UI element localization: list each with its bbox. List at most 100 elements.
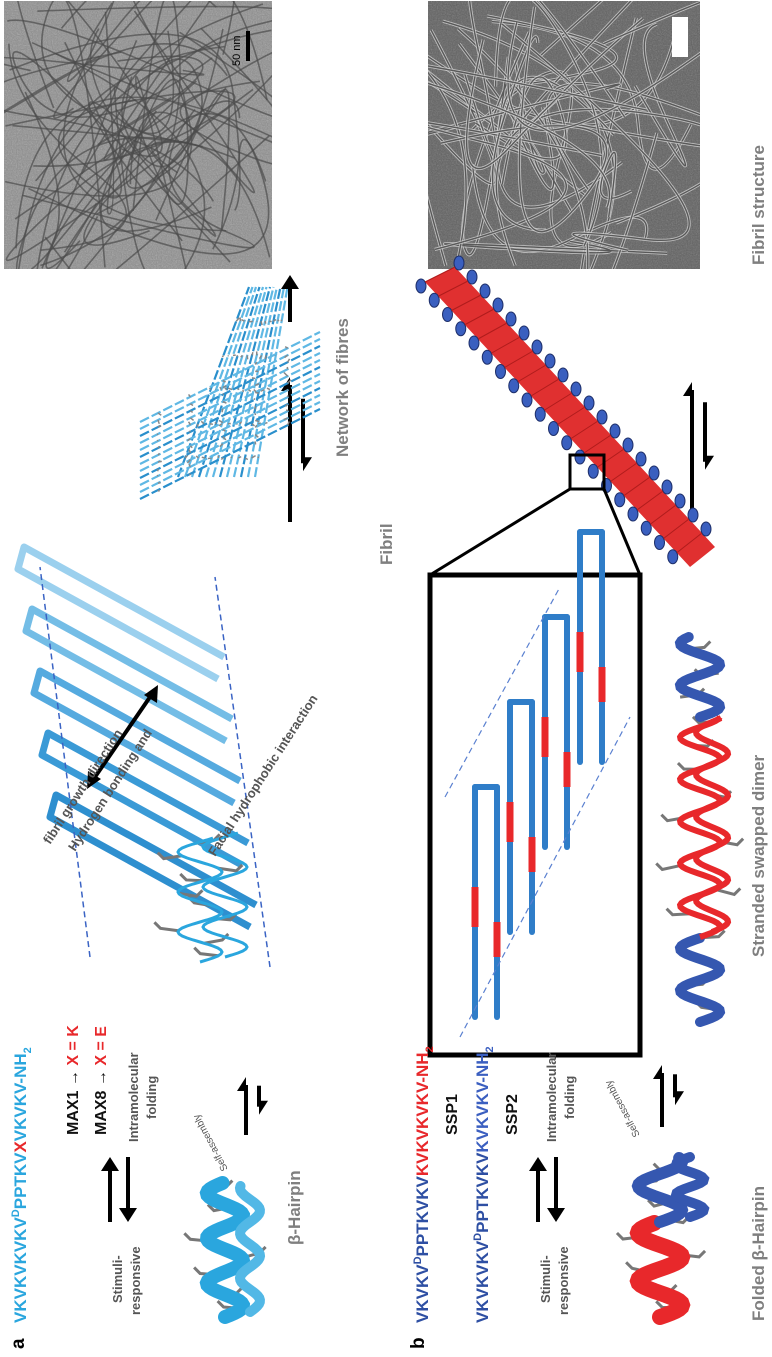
text-part: X [11,1141,30,1153]
fibre-chain [222,409,223,413]
hairpin-red [638,1223,682,1317]
fibril-coil [522,393,532,407]
arrow-head [547,1208,565,1222]
text-part: VKVKV-NH [11,1053,30,1141]
fibre [140,388,320,478]
folding-label: Intramolecular [126,1052,141,1142]
text-part: MAX8 → [93,1070,110,1135]
arrow-head [683,382,692,396]
arrow-head [653,1065,662,1079]
side-chain [194,948,218,956]
fibre-chain [254,399,255,400]
sequence: VKVKVDPPTKVKVKVKVKVKV-NH2 [412,1046,436,1323]
dimer-blue [680,938,720,1022]
text-part: VKVKVKVKV [11,1217,30,1323]
fibre-chain [267,388,270,389]
fibre-chain [285,347,287,349]
hairpin [207,1183,243,1317]
fibril-coil [571,382,581,396]
fibril-coil [535,407,545,421]
fibril-coil [532,340,542,354]
arrow-head [101,1157,119,1171]
variant: MAX8 → X = E [93,1026,110,1135]
text-part: MAX1 → [65,1070,82,1135]
fibre-chain [231,457,232,458]
panel-label: b [408,1337,429,1349]
fibril-coil [597,410,607,424]
fibre-chain [189,474,190,475]
self-assembly-label: Self-assembly [603,1078,642,1139]
self-assembly-label: Self-assembly [191,1112,230,1173]
fibre-chain [238,389,240,390]
network-label: Network of fibres [333,318,352,457]
fibre-chain [222,355,223,357]
folding-label: folding [144,1076,159,1119]
fibril-coil [482,350,492,364]
fibre-chain [158,490,159,491]
fibre-chain [158,461,162,462]
text-part: 2 [22,1047,34,1053]
peptide-name: SSP2 [504,1094,521,1135]
text-part: D [10,1209,22,1217]
arrow-head [119,1208,137,1222]
fibre-chain [223,430,226,432]
stimuli-label: Stimuli- [538,1255,553,1303]
dimer-label: Stranded swapped dimer [749,754,768,957]
fibril-coil [496,365,506,379]
text-part: X = K [65,1025,82,1066]
fibre-chain [286,410,287,412]
fibre-chain [157,440,158,441]
hairpin-label: Folded β-Hairpin [749,1186,768,1321]
fibril-coil [467,270,477,284]
fibril-coil [443,308,453,322]
text-part: X = E [93,1026,110,1066]
arrow-head [303,457,312,471]
fibre-chain [223,394,224,395]
fibril-coil [575,450,585,464]
arrow-head [259,1101,268,1115]
fibril-coil [584,396,594,410]
fibre-chain [215,422,216,424]
fibre [140,367,320,457]
stimuli-label: responsive [556,1246,571,1315]
fibril-coil [509,379,519,393]
fibre-chain [189,422,191,425]
zoom-line [430,489,570,575]
arrow-head [237,1077,246,1091]
sequence: VKVKVKVDPPTKVKVKVKVKV-NH2 [472,1046,496,1323]
fibril-coil [649,466,659,480]
fibril-coil [429,293,439,307]
fibril-coil [562,436,572,450]
fibre-chain [208,458,212,459]
side-chain [154,922,178,930]
fibre-chain [158,413,161,415]
fibre-chain [222,416,223,417]
fibril-coil [519,326,529,340]
fibril-coil [480,284,490,298]
fibril-coil [506,312,516,326]
fibril-coil [558,368,568,382]
fibre-chain [190,404,193,406]
scale-bar [246,31,250,61]
fibre-chain [202,457,205,458]
arrow-head [675,1091,684,1105]
fibril-coil [545,354,555,368]
scale-bar [672,17,688,57]
fibril-coil [662,480,672,494]
text-part: 2 [484,1046,496,1052]
scale-label: 50 nm [231,35,243,66]
figure-canvas: 50 nm a VKVKVKVKVDPPTKVXVKVKV-NH2 MAX1 →… [0,0,772,1357]
fibre [248,287,284,477]
fibril-coil [416,279,426,293]
fibre [140,353,320,443]
fibre [140,374,320,464]
fibril-coil [623,438,633,452]
panel-label: a [8,1338,29,1349]
arrow-head [529,1157,547,1171]
arrow-head [705,456,714,470]
side-chain [656,863,680,869]
fibre-chain [237,355,238,356]
figure: 50 nm a VKVKVKVKVDPPTKVXVKVKV-NH2 MAX1 →… [0,0,772,1357]
folding-label: folding [562,1076,577,1119]
fibril-coil [636,452,646,466]
